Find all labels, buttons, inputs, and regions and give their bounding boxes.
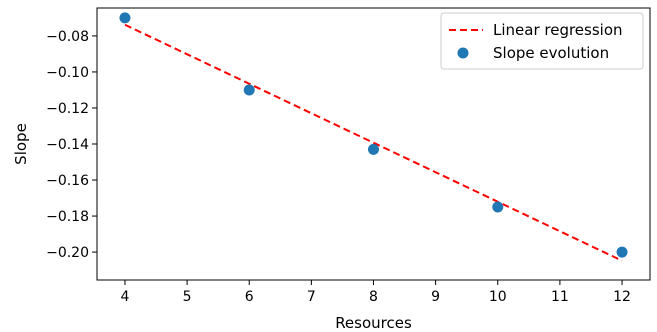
x-tick-label: 12: [613, 289, 631, 305]
y-tick-label: −0.18: [46, 209, 89, 225]
series-layer: [119, 12, 628, 262]
x-tick-label: 10: [489, 289, 507, 305]
legend-marker-swatch: [457, 47, 469, 59]
plot-frame: [96, 7, 651, 281]
legend: Linear regression Slope evolution: [440, 12, 644, 70]
y-tick-label: −0.20: [46, 245, 89, 261]
x-tick-label: 4: [120, 289, 129, 305]
regression-line: [124, 23, 623, 262]
scatter-point: [492, 201, 504, 213]
scatter-point: [243, 84, 255, 96]
x-tick-label: 8: [369, 289, 378, 305]
x-tick-label: 9: [431, 289, 440, 305]
x-tick-label: 7: [307, 289, 316, 305]
scatter-point: [616, 246, 628, 258]
legend-label-linear-regression: Linear regression: [493, 21, 623, 39]
scatter-point: [119, 12, 131, 24]
x-tick-label: 5: [183, 289, 192, 305]
y-axis-ticks: −0.08 −0.10 −0.12 −0.14 −0.16 −0.18 −0.20: [46, 29, 97, 261]
legend-box: [440, 12, 644, 70]
y-tick-label: −0.12: [46, 101, 89, 117]
y-tick-label: −0.08: [46, 29, 89, 45]
y-tick-label: −0.16: [46, 173, 89, 189]
scatter-point: [368, 143, 379, 155]
y-tick-label: −0.14: [46, 137, 89, 153]
x-axis-label: Resources: [335, 314, 412, 332]
x-axis-ticks: 4 5 6 7 8 9 10 11 12: [120, 280, 631, 305]
y-tick-label: −0.10: [46, 65, 89, 81]
legend-label-slope-evolution: Slope evolution: [493, 44, 609, 62]
x-tick-label: 6: [245, 289, 254, 305]
x-tick-label: 11: [551, 289, 569, 305]
y-axis-label: Slope: [12, 123, 30, 165]
